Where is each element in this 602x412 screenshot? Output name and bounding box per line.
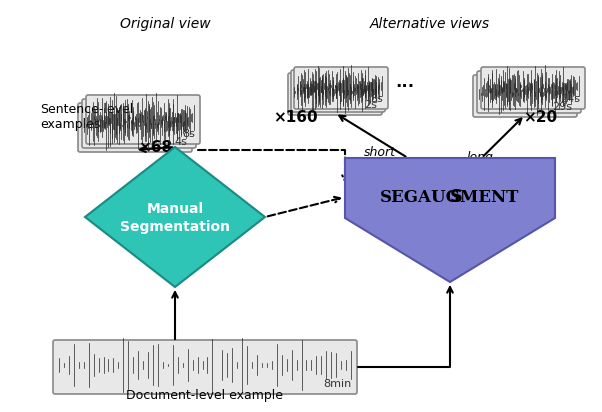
- Text: long: long: [467, 150, 494, 164]
- Text: Sentence-level
examples: Sentence-level examples: [40, 103, 133, 131]
- Text: S: S: [450, 188, 463, 206]
- Text: 2s: 2s: [364, 100, 377, 110]
- Text: SEGAUGMENT: SEGAUGMENT: [380, 189, 520, 206]
- FancyBboxPatch shape: [473, 75, 577, 117]
- FancyBboxPatch shape: [291, 70, 385, 112]
- Text: 24s: 24s: [560, 94, 580, 104]
- Text: ×20: ×20: [523, 110, 557, 124]
- Text: ...: ...: [396, 73, 415, 91]
- Text: 29s: 29s: [552, 102, 572, 112]
- Text: 8s: 8s: [182, 129, 195, 139]
- Polygon shape: [85, 147, 265, 287]
- Text: Segmentation: Segmentation: [120, 220, 230, 234]
- FancyBboxPatch shape: [86, 95, 200, 144]
- FancyBboxPatch shape: [82, 99, 196, 148]
- Text: Alternative views: Alternative views: [370, 17, 490, 31]
- Text: Document-level example: Document-level example: [126, 389, 284, 402]
- Text: 3s: 3s: [370, 94, 383, 104]
- FancyBboxPatch shape: [481, 67, 585, 109]
- FancyBboxPatch shape: [477, 71, 581, 113]
- Text: Manual: Manual: [146, 202, 203, 216]
- FancyBboxPatch shape: [53, 340, 357, 394]
- FancyBboxPatch shape: [78, 103, 192, 152]
- Text: ×68: ×68: [138, 140, 172, 154]
- Text: 4s: 4s: [174, 137, 187, 147]
- FancyBboxPatch shape: [294, 67, 388, 109]
- Text: Original view: Original view: [120, 17, 210, 31]
- Text: 8min: 8min: [324, 379, 352, 389]
- FancyBboxPatch shape: [288, 73, 382, 115]
- Polygon shape: [345, 158, 555, 282]
- Text: short: short: [364, 145, 396, 159]
- Text: ×160: ×160: [273, 110, 317, 124]
